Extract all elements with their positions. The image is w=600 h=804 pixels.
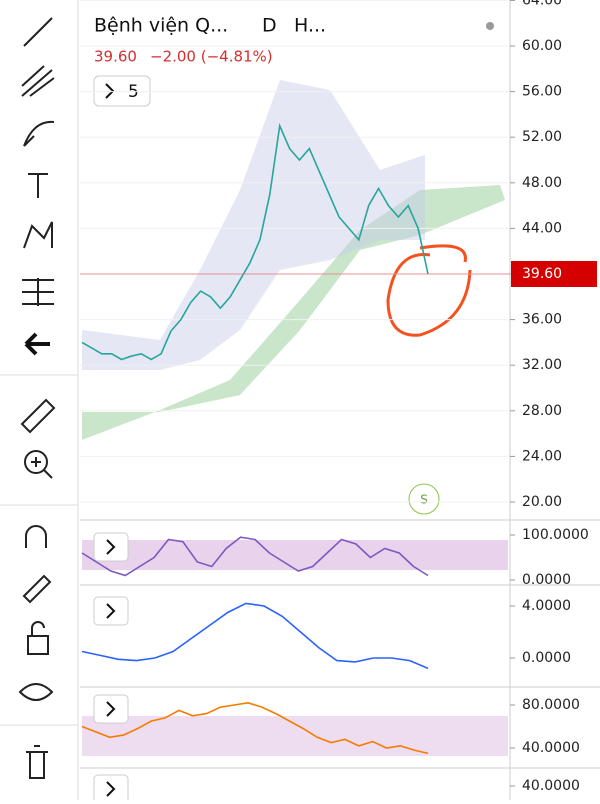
trend-line-tool[interactable] [23, 17, 53, 47]
chevron [105, 83, 115, 99]
panel-toggles [93, 532, 129, 804]
status-dot [486, 22, 494, 30]
delete-tool[interactable] [26, 745, 48, 779]
lock-drawing-tool[interactable] [22, 574, 52, 604]
unlock-tool[interactable] [27, 621, 49, 655]
visibility-tool[interactable] [18, 683, 54, 701]
macd-line [81, 602, 429, 670]
back-button[interactable] [24, 332, 50, 356]
magnet-tool[interactable] [25, 525, 47, 548]
y-tick-label: 32.00 [522, 357, 562, 373]
y-tick-label: 56.00 [522, 84, 562, 100]
y-tick-label: 44.00 [522, 220, 562, 236]
pattern-tool[interactable] [23, 221, 53, 249]
rsi-line [81, 702, 429, 755]
y-tick-label: 64.00 [522, 0, 562, 8]
y-tick-label: 80.0000 [522, 697, 580, 713]
stoch-line [81, 536, 429, 577]
y-tick-label: 28.00 [522, 403, 562, 419]
panel-toggle[interactable] [93, 596, 129, 626]
hand-drawn-circle [386, 244, 472, 337]
text-tool[interactable] [28, 173, 48, 198]
split-marker[interactable] [408, 483, 440, 515]
y-tick-label: 4.0000 [522, 598, 571, 614]
panel-toggle[interactable] [93, 694, 129, 724]
price-tag-label: 39.60 [522, 266, 562, 282]
y-tick-label: 48.00 [522, 175, 562, 191]
indicators-toggle[interactable] [93, 75, 151, 107]
y-tick-label: 52.00 [522, 129, 562, 145]
panel-toggle[interactable] [93, 532, 129, 562]
last-price: 39.60 [94, 48, 137, 66]
exchange: H... [294, 15, 326, 37]
price-line [81, 122, 429, 361]
y-tick-label: 0.0000 [522, 572, 571, 588]
panel-frames [80, 0, 600, 800]
y-tick-label: 20.00 [522, 494, 562, 510]
y-tick-label: 0.0000 [522, 650, 571, 666]
rsi-band [82, 716, 508, 756]
split-marker-label: S [420, 493, 428, 507]
toolbar [0, 0, 79, 800]
y-tick-label: 100.0000 [522, 527, 589, 543]
y-tick-label: 24.00 [522, 448, 562, 464]
fib-tool[interactable] [21, 65, 55, 97]
price-change: −2.00 (−4.81%) [150, 48, 273, 66]
interval: D [262, 15, 277, 37]
symbol-title: Bệnh viện Q... [94, 15, 228, 37]
stoch-band [82, 540, 508, 570]
ichimoku-cloud [82, 185, 505, 440]
y-tick-label: 60.00 [522, 38, 562, 54]
y-tick-label: 40.0000 [522, 740, 580, 756]
zoom-tool[interactable] [24, 450, 53, 479]
price-tag [511, 261, 597, 287]
y-tick-label: 40.0000 [522, 778, 580, 794]
ruler-tool[interactable] [20, 398, 56, 434]
y-tick-label: 36.00 [522, 312, 562, 328]
panel-toggle[interactable] [93, 774, 129, 804]
bollinger-band [82, 80, 425, 370]
brush-tool[interactable] [23, 120, 55, 147]
measure-tool[interactable] [22, 278, 54, 306]
